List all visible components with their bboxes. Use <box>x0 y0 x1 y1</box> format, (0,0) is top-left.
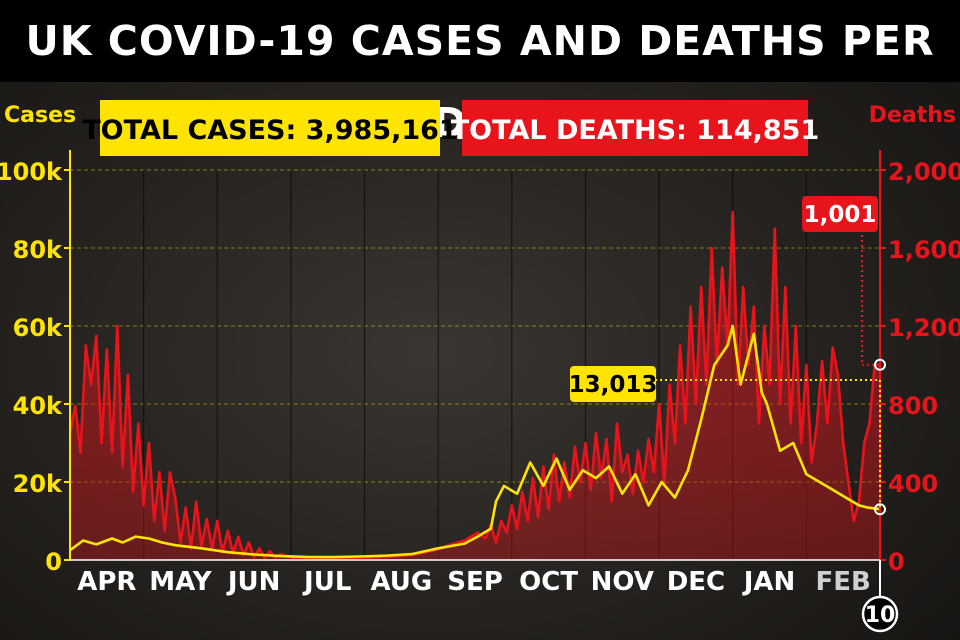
left-tick-label: 60k <box>13 314 63 342</box>
date-marker-label: 10 <box>865 603 896 628</box>
x-tick-label: MAY <box>149 567 213 597</box>
cases-latest-marker <box>874 503 886 516</box>
cases-annotation-box <box>570 366 656 402</box>
left-axis-title: Cases <box>4 103 76 128</box>
x-tick-label: FEB <box>816 567 871 597</box>
deaths-annotation-leader <box>861 230 880 366</box>
deaths-series-line <box>68 210 880 560</box>
cases-annotation-label: 13,013 <box>569 372 658 398</box>
right-axis-title: Deaths <box>869 103 956 128</box>
left-tick-label: 0 <box>45 548 62 576</box>
x-tick-label: APR <box>77 567 136 597</box>
left-tick-label: 100k <box>0 158 63 186</box>
x-tick-label: JUL <box>302 567 351 597</box>
right-tick-label: 400 <box>888 470 938 498</box>
deaths-annotation-box <box>802 196 878 232</box>
right-tick-label: 800 <box>888 392 938 420</box>
deaths-area <box>70 212 880 560</box>
x-tick-label: OCT <box>519 567 578 597</box>
x-tick-label: JUN <box>226 567 281 597</box>
total-deaths-box <box>462 100 808 156</box>
deaths-annotation-label: 1,001 <box>804 202 877 228</box>
left-tick-label: 20k <box>13 470 63 498</box>
x-tick-label: JAN <box>742 567 796 597</box>
x-tick-label: AUG <box>370 567 432 597</box>
cases-series-line <box>69 324 881 559</box>
total-cases-box <box>100 100 440 156</box>
title-bar: UK COVID-19 CASES AND DEATHS PER DAY <box>0 0 960 147</box>
chart-title: UK COVID-19 CASES AND DEATHS PER DAY <box>25 17 935 147</box>
total-deaths-label: TOTAL DEATHS: 114,851 <box>451 115 819 146</box>
left-tick-label: 80k <box>13 236 63 264</box>
x-tick-label: DEC <box>667 567 725 597</box>
left-tick-label: 40k <box>13 392 63 420</box>
right-tick-label: 1,200 <box>888 314 960 342</box>
x-tick-label: NOV <box>591 567 654 597</box>
cases-annotation-leader <box>655 379 881 510</box>
right-tick-label: 0 <box>888 548 905 576</box>
right-tick-label: 2,000 <box>888 158 960 186</box>
date-marker-circle <box>861 595 899 633</box>
right-tick-label: 1,600 <box>888 236 960 264</box>
deaths-latest-marker <box>874 358 886 371</box>
total-cases-label: TOTAL CASES: 3,985,161 <box>82 115 457 146</box>
x-tick-label: SEP <box>447 567 503 597</box>
